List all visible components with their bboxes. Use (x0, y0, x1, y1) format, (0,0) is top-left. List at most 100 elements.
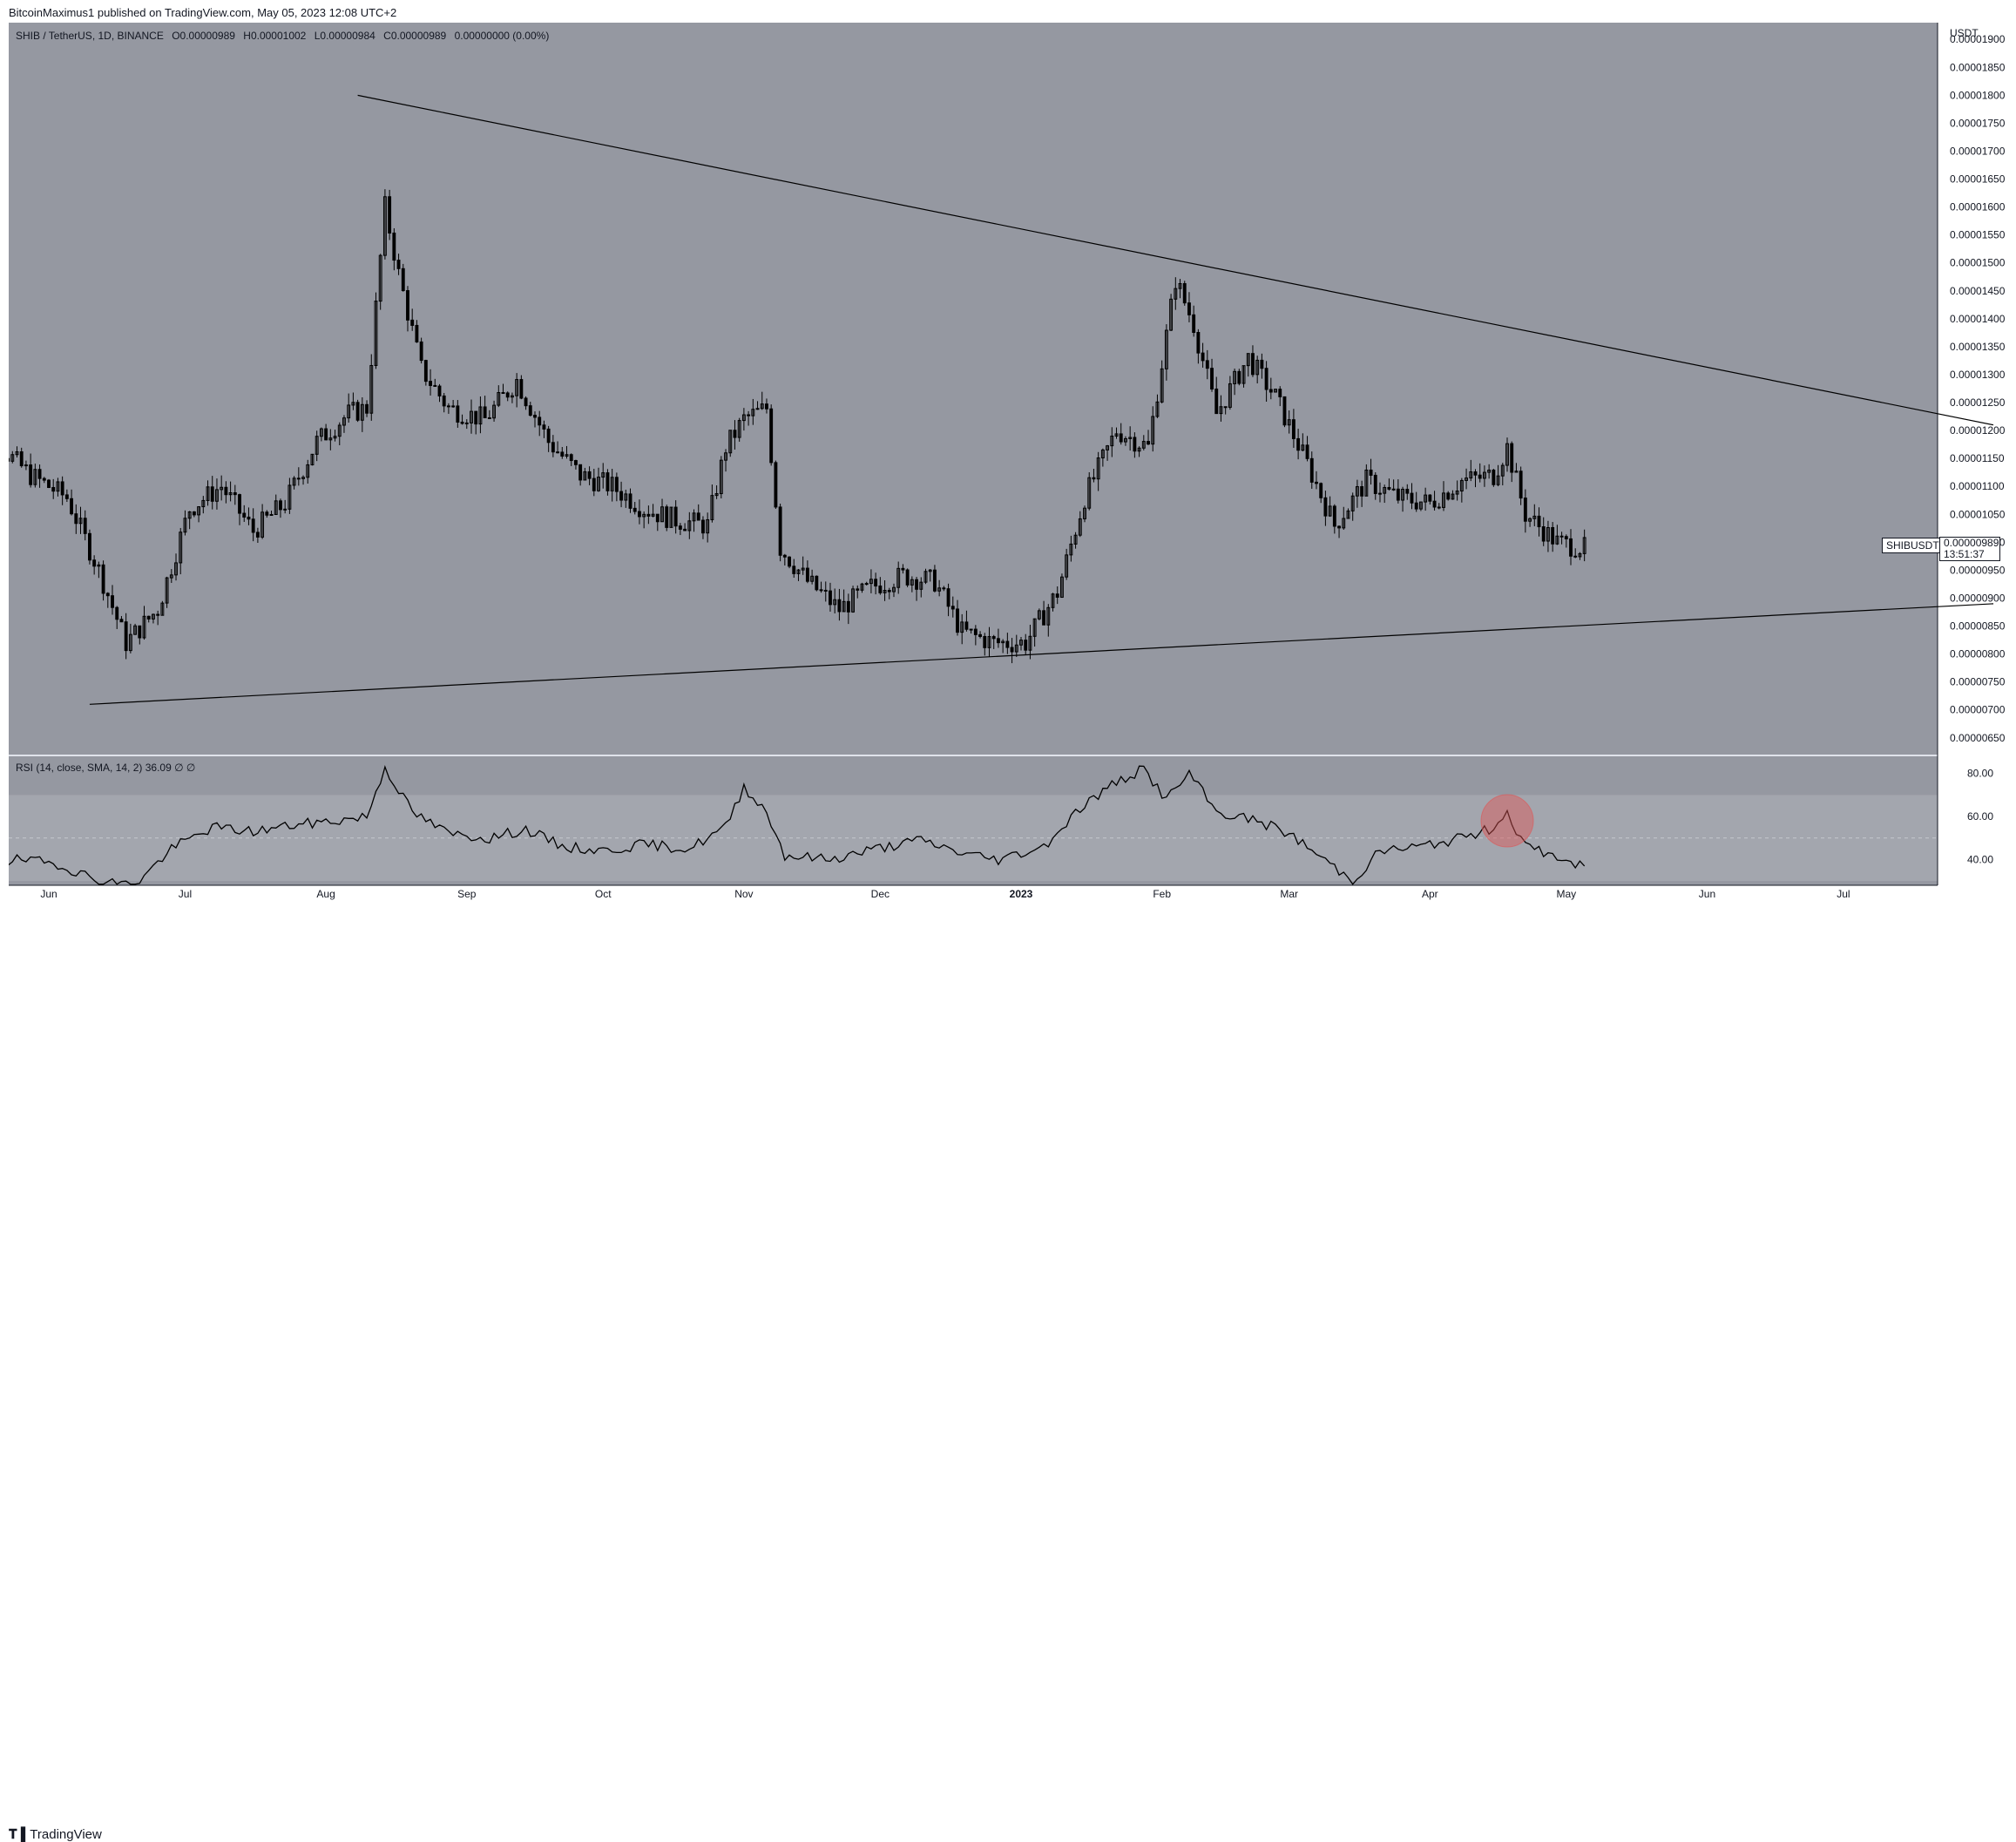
candle-body-down (1201, 353, 1204, 361)
candle-body-down (52, 487, 55, 491)
candle-body-down (1478, 475, 1481, 478)
candle-body-down (393, 233, 396, 260)
candle-body-down (1338, 526, 1341, 528)
candle-body-down (629, 494, 632, 508)
legend-open-label: O (172, 30, 179, 42)
candle-body-down (280, 501, 282, 510)
candle-body-down (820, 590, 822, 591)
candle-body-down (102, 565, 105, 593)
price-tick-label: 0.00000650 (1950, 732, 2006, 744)
candle-body-down (534, 416, 537, 417)
price-tick-label: 0.00001400 (1950, 313, 2006, 325)
candle-body-down (325, 429, 328, 440)
candle-body-down (430, 382, 432, 386)
candle (729, 430, 732, 457)
price-tick-label: 0.00001200 (1950, 424, 2006, 437)
candle-body-down (461, 422, 463, 423)
candle-body-down (734, 430, 736, 437)
candle-body-down (48, 480, 51, 487)
candle-body-down (656, 514, 659, 522)
candle-body-down (875, 579, 877, 586)
time-axis-bg (9, 885, 1938, 911)
price-tick-label: 0.00000800 (1950, 648, 2006, 660)
legend-open-value: 0.00000989 (180, 30, 235, 42)
candle-body-down (43, 478, 45, 480)
price-tick-label: 0.00001600 (1950, 201, 2006, 213)
time-tick-label: Aug (316, 888, 335, 900)
candle-body-down (674, 507, 677, 526)
candle-body-down (297, 478, 300, 479)
last-price-tag: 0.00000989 13:51:37 (1939, 537, 2000, 561)
price-tick-label: 0.00001750 (1950, 117, 2006, 129)
candle-body-down (125, 622, 127, 651)
candle-body-down (366, 404, 369, 413)
candle-body-down (1292, 420, 1295, 439)
candle-body-down (1333, 506, 1336, 526)
candle-body-down (116, 607, 118, 620)
candle-body-down (1120, 434, 1122, 442)
candle-body-down (457, 406, 459, 423)
candle-body-down (793, 566, 795, 574)
candle-body-down (633, 508, 636, 511)
candle-body-down (992, 637, 995, 639)
time-tick-label: Jul (1837, 888, 1850, 900)
candle-body-down (1297, 438, 1300, 450)
rsi-tick-label: 40.00 (1967, 853, 1993, 865)
candle (1170, 294, 1173, 331)
candle-body-down (1438, 507, 1440, 508)
time-tick-label: Feb (1153, 888, 1171, 900)
candle (1038, 608, 1040, 620)
candle-body-down (1570, 538, 1573, 556)
candle-body-down (1043, 611, 1045, 625)
candle-body-down (193, 511, 195, 514)
candle-body-down (575, 461, 578, 465)
candle-body-down (157, 614, 159, 615)
candle (815, 575, 818, 591)
candle-body-down (1306, 445, 1309, 459)
rsi-value: 36.09 (145, 762, 172, 774)
candle (1183, 281, 1186, 306)
candle-body-down (1188, 303, 1191, 315)
legend-symbol[interactable]: SHIB / TetherUS, 1D, BINANCE (16, 30, 164, 42)
candle-body-down (543, 425, 545, 430)
candle-body-down (1397, 489, 1399, 500)
time-tick-label: Jun (1699, 888, 1715, 900)
candle-body-down (1147, 442, 1150, 444)
candle-body-down (1560, 536, 1563, 537)
rsi-label[interactable]: RSI (14, close, SMA, 14, 2) (16, 762, 142, 774)
candle-body-down (815, 576, 818, 590)
tradingview-logo[interactable]: 𝐓▐ TradingView (9, 1827, 102, 1842)
candle (788, 556, 791, 568)
candle (161, 601, 164, 615)
candle-body-down (588, 471, 591, 478)
price-tick-label: 0.00000900 (1950, 592, 2006, 604)
candle-body-down (1524, 498, 1526, 522)
candle-body-down (416, 325, 418, 342)
candle-body-up (284, 509, 287, 510)
candle-body-down (551, 443, 554, 452)
time-tick-label: Mar (1280, 888, 1298, 900)
candle-body-down (1433, 501, 1436, 507)
candle-body-down (570, 455, 572, 461)
candle-body-down (356, 403, 359, 420)
price-tick-label: 0.00001300 (1950, 369, 2006, 381)
legend-high-value: 0.00001002 (251, 30, 306, 42)
candle-body-down (402, 268, 404, 290)
candle-body-down (1542, 527, 1545, 541)
candle (1283, 396, 1286, 427)
candle-body-down (502, 393, 504, 394)
candle-body-down (1215, 389, 1218, 413)
price-chart[interactable]: USDT0.000019000.000018500.000018000.0000… (9, 23, 2016, 911)
candle-body-down (783, 555, 786, 557)
time-tick-label: Apr (1422, 888, 1438, 900)
candle (1088, 472, 1091, 511)
candle-body-down (1474, 472, 1477, 476)
candle-body-down (606, 473, 609, 491)
candle (420, 338, 423, 364)
candle-body-down (557, 452, 559, 453)
candle (311, 454, 314, 465)
candle (389, 190, 391, 240)
candle-body-down (1574, 556, 1577, 557)
candle-body-down (1252, 354, 1255, 375)
